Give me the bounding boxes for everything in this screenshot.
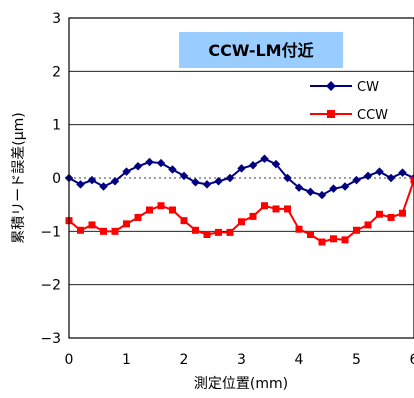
data-point-ccw (376, 210, 383, 218)
plot-area (68, 17, 414, 339)
y-tick-label: 0 (52, 171, 61, 187)
data-point-ccw (295, 225, 303, 233)
legend-cw-marker (326, 81, 336, 91)
data-point-cw (202, 180, 212, 189)
data-point-cw (329, 184, 338, 193)
data-point-ccw (387, 213, 395, 221)
y-tick-label: 2 (52, 64, 61, 80)
y-axis-label: 累積リード誤差(μm) (11, 112, 27, 243)
data-point-cw (294, 183, 304, 192)
x-tick-label: 5 (352, 352, 361, 368)
chart-title: CCW-LM付近 (208, 41, 313, 60)
data-point-ccw (307, 231, 314, 239)
data-point-ccw (123, 220, 130, 228)
data-point-ccw (318, 238, 326, 246)
data-point-cw (110, 176, 120, 186)
x-axis-label: 測定位置(mm) (194, 376, 288, 392)
legend-ccw-label: CCW (357, 108, 388, 123)
data-point-cw (375, 167, 384, 176)
x-tick-label: 1 (122, 352, 131, 368)
data-point-ccw (238, 218, 245, 226)
data-point-ccw (111, 227, 119, 235)
y-tick-label: −2 (40, 278, 61, 294)
data-point-ccw (341, 236, 349, 244)
data-point-ccw (364, 221, 372, 229)
data-point-cw (76, 180, 85, 189)
data-point-ccw (134, 213, 142, 221)
data-point-ccw (169, 206, 176, 214)
title-box (179, 32, 343, 68)
data-point-ccw (100, 227, 107, 235)
data-point-cw (398, 168, 407, 177)
data-point-cw (260, 154, 269, 164)
series-ccw (65, 176, 414, 246)
data-point-cw (225, 173, 235, 183)
data-point-cw (306, 187, 315, 197)
data-point-cw (145, 157, 154, 167)
series-line-ccw (68, 179, 414, 244)
x-tick-labels: 0 1 2 3 4 5 6 (65, 352, 414, 368)
data-point-ccw (146, 206, 153, 214)
data-point-cw (363, 171, 373, 181)
data-point-cw (179, 171, 189, 181)
data-point-cw (340, 182, 350, 191)
data-point-cw (271, 159, 281, 169)
data-point-cw (168, 165, 177, 174)
data-point-cw (237, 164, 246, 173)
series-cw (64, 154, 414, 200)
data-point-cw (317, 190, 327, 200)
data-point-ccw (157, 202, 165, 210)
data-point-ccw (77, 226, 84, 234)
data-point-cw (352, 175, 361, 185)
legend: CW CCW (310, 80, 388, 123)
data-point-ccw (192, 226, 199, 234)
y-tick-label: 1 (52, 118, 61, 134)
data-point-ccw (226, 228, 234, 236)
data-point-ccw (410, 176, 414, 184)
data-point-cw (386, 173, 396, 183)
data-point-cw (87, 175, 97, 185)
x-tick-label: 3 (237, 352, 246, 368)
data-point-ccw (284, 205, 291, 213)
data-point-cw (214, 176, 223, 186)
data-point-cw (191, 178, 200, 187)
x-tick-label: 6 (410, 352, 414, 368)
data-point-ccw (203, 231, 211, 239)
data-point-cw (156, 158, 166, 168)
data-point-ccw (88, 221, 96, 229)
data-point-ccw (249, 212, 257, 220)
series-layer (64, 154, 414, 246)
data-point-cw (248, 160, 258, 170)
data-point-cw (133, 162, 143, 171)
x-tick-label: 2 (180, 352, 189, 368)
data-point-ccw (180, 217, 188, 225)
data-point-cw (99, 182, 108, 191)
data-point-cw (283, 173, 292, 183)
data-point-ccw (215, 228, 222, 236)
data-point-ccw (330, 235, 337, 243)
y-tick-label: 3 (52, 11, 61, 27)
x-tick-label: 0 (65, 352, 74, 368)
y-tick-labels: 3 2 1 0 −1 −2 −3 (40, 11, 61, 347)
data-point-ccw (261, 202, 268, 210)
data-point-ccw (399, 209, 406, 217)
y-tick-label: −1 (40, 224, 61, 240)
data-point-ccw (272, 205, 280, 213)
x-tick-label: 4 (295, 352, 304, 368)
data-point-cw (122, 167, 131, 176)
legend-ccw-marker (327, 110, 335, 118)
data-point-ccw (353, 226, 360, 234)
legend-cw-label: CW (357, 80, 379, 95)
y-tick-label: −3 (40, 331, 61, 347)
